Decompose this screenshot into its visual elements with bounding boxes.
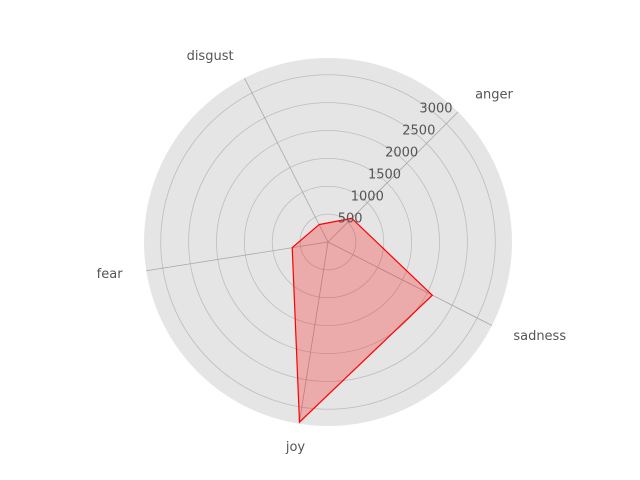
category-labels: anger sadness joy fear disgust [97, 49, 567, 455]
radial-tick-labels: 500 1000 1500 2000 2500 3000 [338, 102, 453, 227]
spoke-anger [327, 111, 459, 243]
grid-ring-2500 [188, 102, 468, 382]
series-area [291, 217, 434, 424]
tick-label-500: 500 [338, 212, 363, 227]
category-label-sadness: sadness [513, 329, 566, 344]
spoke-fear [146, 241, 329, 272]
category-label-fear: fear [97, 267, 124, 282]
spoke-sadness [327, 241, 493, 326]
tick-label-2500: 2500 [402, 124, 435, 139]
angular-grid [146, 77, 493, 424]
tick-label-2000: 2000 [385, 146, 418, 161]
grid-ring-1500 [243, 157, 413, 327]
category-label-disgust: disgust [187, 49, 234, 64]
tick-label-1500: 1500 [368, 168, 401, 183]
tick-label-1000: 1000 [351, 190, 384, 205]
category-label-anger: anger [475, 87, 513, 102]
spoke-disgust [244, 77, 329, 243]
tick-label-3000: 3000 [419, 102, 452, 117]
radial-grid [160, 74, 496, 410]
category-label-joy: joy [285, 440, 306, 455]
grid-ring-2000 [216, 130, 440, 354]
spoke-joy [298, 241, 329, 424]
grid-ring-500 [299, 213, 357, 271]
grid-ring-1000 [271, 185, 385, 299]
grid-ring-3000 [160, 74, 496, 410]
series-points [292, 218, 433, 423]
